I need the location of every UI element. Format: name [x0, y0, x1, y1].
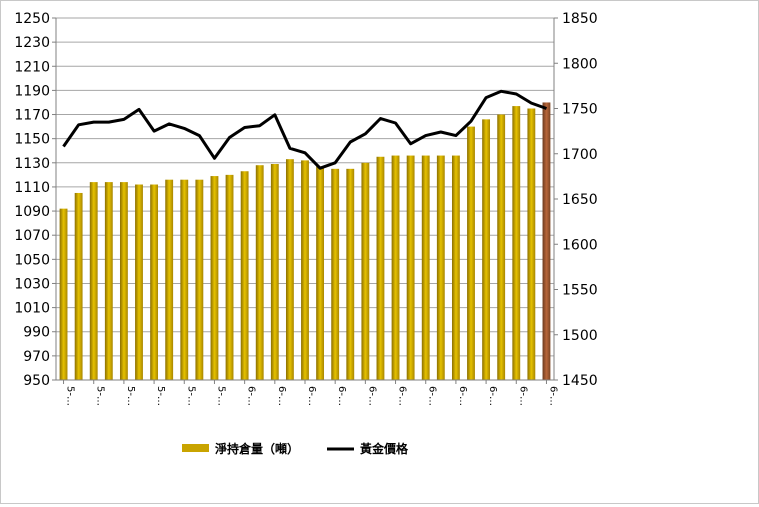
bar — [74, 192, 83, 380]
bar — [316, 166, 325, 380]
bar — [406, 155, 415, 380]
bar — [497, 114, 506, 381]
right-tick-label: 1550 — [562, 283, 598, 299]
x-tick-label: 5-… — [155, 386, 166, 406]
bar — [104, 182, 113, 380]
bar — [240, 171, 249, 380]
x-tick-label: 6-… — [246, 386, 257, 406]
bar — [195, 179, 204, 380]
left-tick-label: 1210 — [14, 59, 50, 75]
bar — [512, 106, 521, 380]
right-tick-label: 1450 — [562, 373, 598, 389]
right-tick-label: 1850 — [562, 11, 598, 27]
left-tick-label: 1030 — [14, 276, 50, 292]
bar — [255, 165, 264, 380]
bar — [391, 155, 400, 380]
bar — [482, 119, 491, 381]
x-tick-label: 6-… — [276, 386, 287, 406]
bar — [270, 164, 279, 380]
right-tick-label: 1750 — [562, 102, 598, 118]
right-tick-label: 1800 — [562, 56, 598, 72]
left-tick-label: 950 — [23, 373, 50, 389]
x-tick-label: 5-… — [215, 386, 226, 406]
bar — [165, 179, 174, 380]
left-tick-label: 1230 — [14, 35, 50, 51]
price-line — [62, 89, 548, 170]
x-tick-label: 5-… — [125, 386, 136, 406]
right-axis-ticks: 1450 1500 1550 1600 1650 1700 1750 1800 1850 — [554, 11, 598, 389]
bar — [436, 155, 445, 380]
x-tick-label: 6-… — [487, 386, 498, 406]
right-tick-label: 1500 — [562, 328, 598, 344]
legend-label-bar: 淨持倉量（噸） — [214, 441, 299, 456]
left-tick-label: 1170 — [14, 108, 50, 124]
bar-series — [59, 102, 551, 381]
bar — [361, 162, 370, 380]
x-tick-label: 5-… — [95, 386, 106, 406]
legend: 淨持倉量（噸） 黃金價格 — [182, 441, 409, 456]
x-axis-ticks: 5-… 5-… 5-… 5-… 5-… 5-… 6-… 6-… 6-… 6-… 6-… 6-… 6-… 6… — [63, 380, 558, 406]
x-tick-label: 5-… — [65, 386, 76, 406]
legend-label-line: 黃金價格 — [359, 441, 409, 456]
bar — [542, 102, 551, 380]
bar — [210, 176, 219, 380]
left-tick-label: 1150 — [14, 132, 50, 148]
bar — [421, 155, 430, 380]
left-tick-label: 1130 — [14, 156, 50, 172]
x-tick-label: 6-… — [366, 386, 377, 406]
left-tick-label: 1110 — [14, 180, 50, 196]
legend-swatch-bar — [182, 444, 209, 452]
right-tick-label: 1650 — [562, 192, 598, 208]
bar — [301, 160, 309, 380]
left-tick-label: 1070 — [14, 228, 50, 244]
bar — [59, 208, 68, 380]
bar — [180, 179, 189, 380]
bar — [346, 168, 355, 380]
left-tick-label: 1050 — [14, 252, 50, 268]
x-tick-label: 6-… — [517, 386, 528, 406]
x-tick-label: 6-… — [457, 386, 468, 406]
left-tick-label: 1190 — [14, 83, 50, 99]
bar — [135, 184, 143, 380]
bar — [150, 184, 159, 380]
bar — [331, 168, 340, 380]
left-tick-label: 990 — [23, 325, 50, 341]
x-tick-label: 5-… — [185, 386, 196, 406]
line-series — [62, 89, 548, 170]
bar — [467, 126, 475, 380]
x-tick-label: 6-… — [547, 386, 558, 406]
bar — [285, 159, 294, 380]
left-tick-label: 1250 — [14, 11, 50, 27]
left-tick-label: 970 — [23, 349, 50, 365]
right-tick-label: 1600 — [562, 237, 598, 253]
left-tick-label: 1090 — [14, 204, 50, 220]
x-tick-label: 6-… — [397, 386, 408, 406]
left-axis-ticks: 950 970 990 1010 1030 1050 1070 1090 1110 1130 115… — [14, 11, 56, 389]
bar — [527, 108, 536, 380]
x-tick-label: 6-… — [427, 386, 438, 406]
bar — [225, 174, 234, 380]
left-tick-label: 1010 — [14, 301, 50, 317]
x-tick-label: 6-… — [306, 386, 317, 406]
x-tick-label: 6-… — [336, 386, 347, 406]
bar — [89, 182, 98, 380]
bar — [119, 182, 128, 380]
bar — [376, 156, 385, 380]
bar — [451, 155, 460, 380]
right-tick-label: 1700 — [562, 147, 598, 163]
